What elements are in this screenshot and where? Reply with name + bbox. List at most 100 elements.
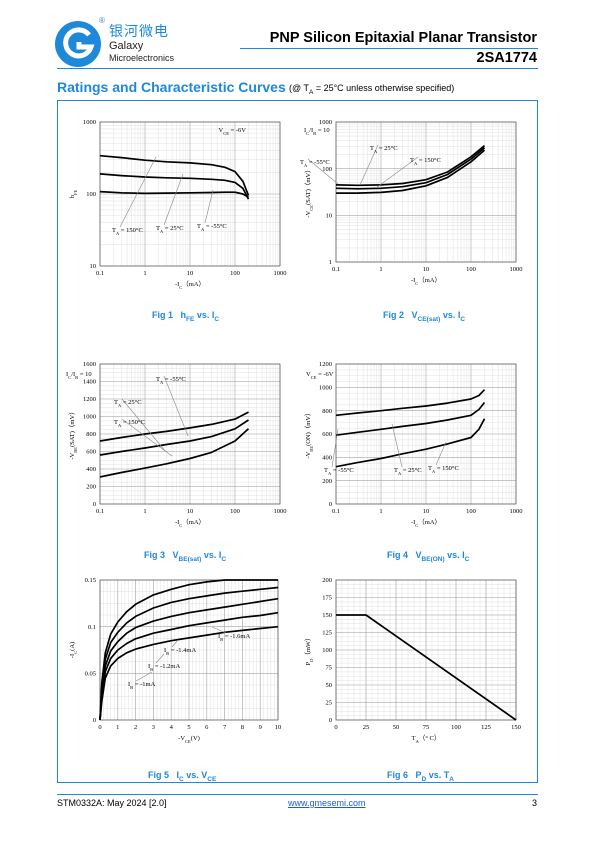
x-tick-label: 10 bbox=[423, 508, 430, 515]
series-line-1 bbox=[99, 173, 250, 200]
x-tick-label: 100 bbox=[466, 508, 476, 515]
y-tick-label: 1000 bbox=[83, 119, 96, 126]
y-tick-label: 50 bbox=[326, 682, 333, 689]
website-link[interactable]: www.gmesemi.com bbox=[288, 798, 366, 808]
y-tick-label: 0.05 bbox=[85, 671, 96, 678]
test-condition: VCE = -6V bbox=[219, 127, 247, 136]
company-name-cn: 银河微电 bbox=[109, 24, 169, 40]
label-leader bbox=[163, 173, 184, 226]
x-axis-label: -IC（mA） bbox=[175, 518, 205, 528]
series-line-0 bbox=[99, 411, 249, 442]
label-leader bbox=[171, 639, 179, 648]
y-tick-label: 0 bbox=[93, 501, 96, 508]
label-leader bbox=[121, 398, 167, 453]
y-tick-label: 10 bbox=[90, 263, 97, 270]
label-leader bbox=[163, 375, 189, 437]
x-tick-label: 1000 bbox=[274, 270, 287, 277]
series-label: TA = -55°C bbox=[324, 467, 354, 476]
series-line-2 bbox=[99, 190, 249, 199]
series-line-2 bbox=[336, 149, 486, 194]
label-leader bbox=[359, 144, 379, 186]
caption-fig6: Fig 6 PD vs. TA bbox=[387, 770, 454, 783]
plot-area bbox=[335, 579, 517, 721]
chart-grid bbox=[99, 121, 281, 267]
y-tick-label: 1200 bbox=[83, 396, 96, 403]
chart-grid bbox=[335, 121, 517, 263]
caption-fig4: Fig 4 VBE(ON) vs. IC bbox=[387, 550, 470, 563]
y-tick-label: 1400 bbox=[83, 379, 96, 386]
label-leader bbox=[391, 423, 403, 468]
label-leader bbox=[435, 441, 447, 466]
test-condition: VCE = -6V bbox=[306, 371, 334, 380]
test-condition: IC/IB = 10 bbox=[304, 127, 330, 136]
x-tick-label: 0.1 bbox=[96, 508, 104, 515]
y-tick-label: 175 bbox=[322, 595, 332, 602]
series-label: TA = 150°C bbox=[114, 419, 145, 428]
caption-fig2: Fig 2 VCE(sat) vs. IC bbox=[383, 310, 466, 323]
y-tick-label: 0.15 bbox=[85, 577, 96, 584]
y-tick-label: 200 bbox=[322, 478, 332, 485]
x-tick-label: 1000 bbox=[510, 266, 523, 273]
series-line-2 bbox=[99, 428, 250, 478]
x-tick-label: 3 bbox=[152, 724, 155, 731]
document-code: STM0332A: May 2024 [2.0] bbox=[57, 798, 167, 808]
label-leader bbox=[204, 189, 214, 224]
series-line-0 bbox=[99, 154, 250, 196]
series-label: TA = 25°C bbox=[394, 467, 422, 476]
section-note: (@ TA = 25°C unless otherwise specified) bbox=[289, 83, 455, 96]
x-tick-label: 0.1 bbox=[96, 270, 104, 277]
series-line-1 bbox=[335, 401, 486, 437]
company-name-en-sub: Microelectronics bbox=[109, 53, 175, 63]
plot-area bbox=[99, 363, 281, 505]
y-tick-label: 75 bbox=[326, 665, 333, 672]
registered-mark: ® bbox=[99, 16, 105, 25]
x-tick-label: 100 bbox=[230, 508, 240, 515]
series-label: TA = 25°C bbox=[114, 399, 142, 408]
y-tick-label: 100 bbox=[86, 191, 96, 198]
x-tick-label: 1 bbox=[143, 270, 146, 277]
y-tick-label: 600 bbox=[86, 449, 96, 456]
x-tick-label: 50 bbox=[393, 724, 400, 731]
series-label: TA = 150°C bbox=[428, 465, 459, 474]
y-tick-label: 0.1 bbox=[88, 624, 96, 631]
x-tick-label: 0.1 bbox=[332, 508, 340, 515]
series-label: TA = -55°C bbox=[197, 223, 227, 232]
document-title: PNP Silicon Epitaxial Planar Transistor bbox=[269, 30, 537, 46]
y-tick-label: 400 bbox=[86, 466, 96, 473]
y-axis-label: -VBE(SAT)（mV） bbox=[68, 408, 78, 459]
page-number: 3 bbox=[531, 798, 537, 808]
x-tick-label: 100 bbox=[230, 270, 240, 277]
chart-grid bbox=[99, 363, 281, 505]
series-line-1 bbox=[335, 147, 486, 190]
x-tick-label: 8 bbox=[241, 724, 244, 731]
label-leader bbox=[375, 156, 419, 189]
y-tick-label: 150 bbox=[322, 612, 332, 619]
x-tick-label: 9 bbox=[259, 724, 262, 731]
x-tick-label: 5 bbox=[187, 724, 190, 731]
title-divider bbox=[240, 48, 538, 49]
x-axis-label: -IC（mA） bbox=[411, 276, 441, 286]
x-tick-label: 25 bbox=[363, 724, 370, 731]
chart-grid bbox=[335, 363, 517, 505]
y-tick-label: 800 bbox=[86, 431, 96, 438]
x-tick-label: 1000 bbox=[510, 508, 523, 515]
x-tick-label: 10 bbox=[187, 508, 194, 515]
label-leader bbox=[121, 418, 173, 457]
y-tick-label: 100 bbox=[322, 166, 332, 173]
x-tick-label: 1 bbox=[379, 508, 382, 515]
series-line-4 bbox=[99, 579, 278, 721]
x-tick-label: 0.1 bbox=[332, 266, 340, 273]
x-tick-label: 125 bbox=[481, 724, 491, 731]
test-condition: IC/IB = 10 bbox=[66, 371, 92, 380]
chart-ic-vs-vce: 0 1 2 3 4 5 6 7 8 9 10 0 0.05 0.1 0.15 IB = -1mA IB = -1… bbox=[69, 577, 281, 743]
series-line-0 bbox=[336, 614, 517, 721]
series-label: TA = -55°C bbox=[300, 159, 330, 168]
y-tick-label: 0 bbox=[93, 717, 96, 724]
series-line-0 bbox=[335, 145, 486, 187]
x-tick-label: 100 bbox=[466, 266, 476, 273]
x-tick-label: 10 bbox=[187, 270, 194, 277]
footer-divider bbox=[57, 794, 538, 795]
series-line-2 bbox=[335, 418, 486, 468]
plot-area bbox=[99, 121, 281, 267]
x-axis-label: TA（° C） bbox=[412, 734, 441, 744]
